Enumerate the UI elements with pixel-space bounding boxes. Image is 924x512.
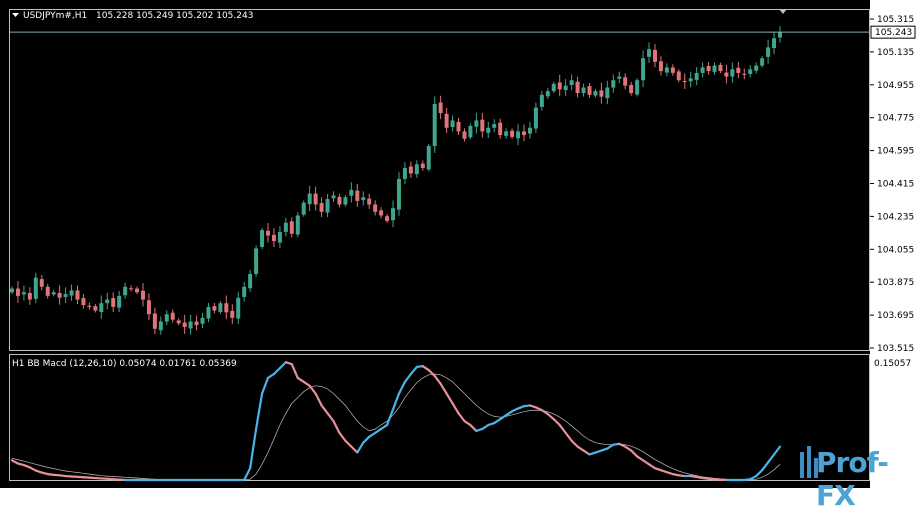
chart-background [0, 0, 924, 488]
candle [433, 96, 437, 153]
current-price-label: 105.243 [875, 28, 912, 38]
price-tick-label: 104.055 [877, 245, 914, 255]
ohlc-header: 105.228 105.249 105.202 105.243 [96, 11, 253, 21]
price-tick-label: 103.515 [877, 344, 914, 354]
price-tick-label: 103.875 [877, 278, 914, 288]
price-axis-background [870, 0, 924, 488]
price-tick-label: 104.235 [877, 212, 914, 222]
trading-terminal: 105.315 105.135 104.955 104.775 104.595 104.4… [0, 0, 924, 488]
price-tick-label: 104.775 [877, 114, 914, 124]
candle [468, 124, 472, 139]
symbol-header: USDJPYm#,H1 [23, 11, 87, 21]
candle [296, 212, 300, 237]
chart-window[interactable]: 105.315 105.135 104.955 104.775 104.595 104.4… [0, 0, 924, 488]
candle [254, 245, 258, 276]
price-tick-label: 104.595 [877, 147, 914, 157]
candle [260, 228, 264, 249]
candle [302, 200, 306, 216]
candle [427, 144, 431, 172]
price-tick-label: 105.315 [877, 15, 914, 25]
price-tick-label: 103.695 [877, 311, 914, 321]
price-tick-label: 105.135 [877, 48, 914, 58]
watermark-logo: Prof-FX [798, 440, 918, 486]
watermark-text: Prof-FX [816, 446, 918, 512]
price-tick-label: 104.415 [877, 180, 914, 190]
price-tick-label: 104.955 [877, 81, 914, 91]
macd-title: H1 BB Macd (12,26,10) 0.05074 0.01761 0.… [12, 359, 237, 369]
macd-tick-label: 0.15057 [874, 359, 911, 369]
candle [635, 78, 639, 96]
